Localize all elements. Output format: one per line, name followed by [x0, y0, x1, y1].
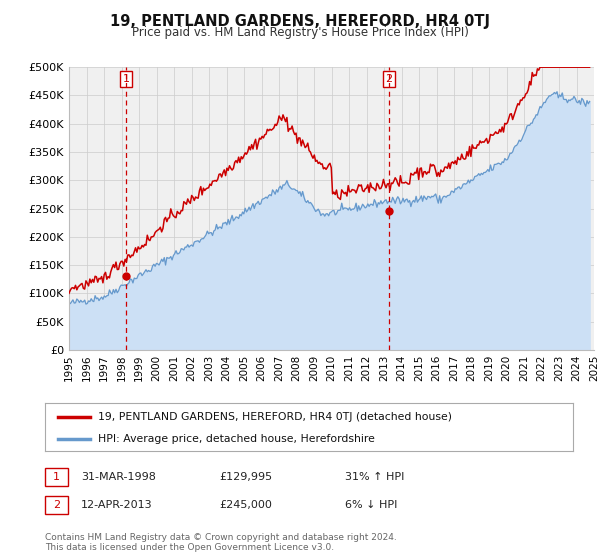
Text: This data is licensed under the Open Government Licence v3.0.: This data is licensed under the Open Gov… — [45, 543, 334, 552]
Text: 31-MAR-1998: 31-MAR-1998 — [81, 472, 156, 482]
Text: 2: 2 — [385, 74, 392, 84]
Text: 6% ↓ HPI: 6% ↓ HPI — [345, 500, 397, 510]
Text: Contains HM Land Registry data © Crown copyright and database right 2024.: Contains HM Land Registry data © Crown c… — [45, 533, 397, 542]
Text: £245,000: £245,000 — [219, 500, 272, 510]
Text: 1: 1 — [122, 74, 130, 84]
Text: 2: 2 — [53, 500, 60, 510]
Text: £129,995: £129,995 — [219, 472, 272, 482]
Text: HPI: Average price, detached house, Herefordshire: HPI: Average price, detached house, Here… — [98, 434, 374, 444]
Text: 1: 1 — [53, 472, 60, 482]
Text: Price paid vs. HM Land Registry's House Price Index (HPI): Price paid vs. HM Land Registry's House … — [131, 26, 469, 39]
Text: 19, PENTLAND GARDENS, HEREFORD, HR4 0TJ (detached house): 19, PENTLAND GARDENS, HEREFORD, HR4 0TJ … — [98, 412, 452, 422]
Text: 31% ↑ HPI: 31% ↑ HPI — [345, 472, 404, 482]
Text: 19, PENTLAND GARDENS, HEREFORD, HR4 0TJ: 19, PENTLAND GARDENS, HEREFORD, HR4 0TJ — [110, 14, 490, 29]
Text: 12-APR-2013: 12-APR-2013 — [81, 500, 152, 510]
